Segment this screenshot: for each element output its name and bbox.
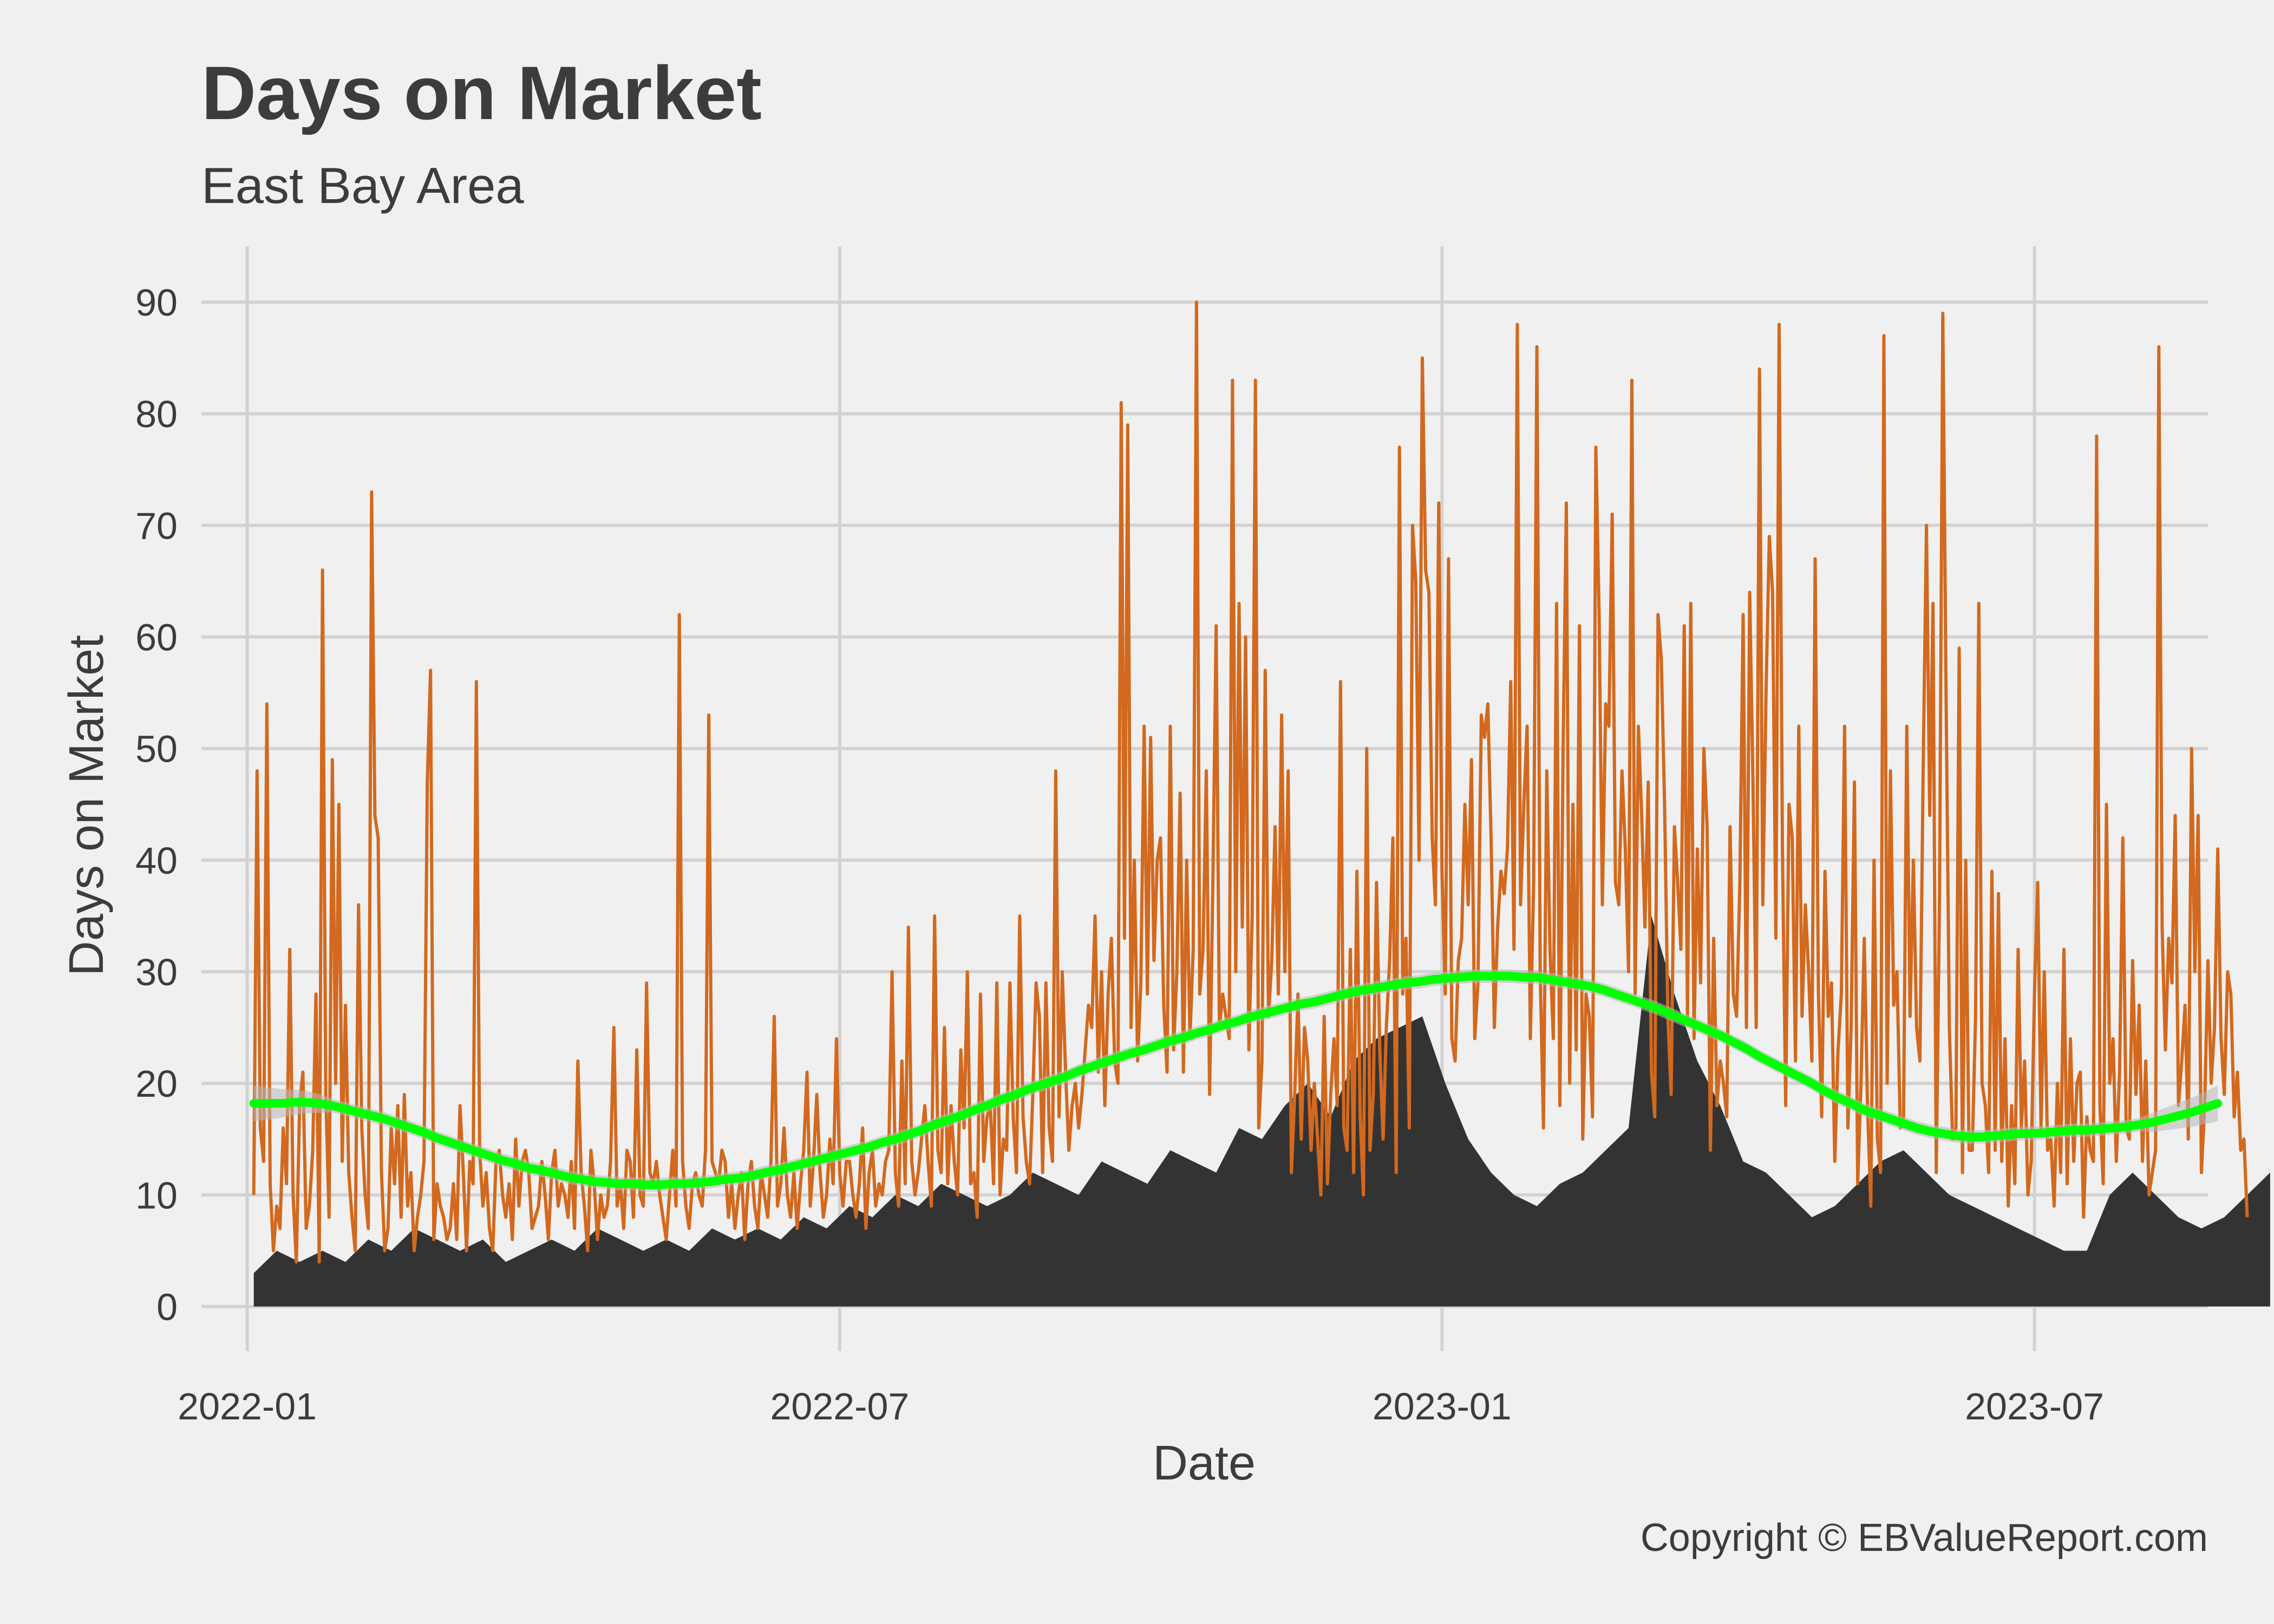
chart-title: Days on Market	[201, 50, 762, 135]
daily-line	[252, 300, 2249, 1264]
y-tick-label: 20	[135, 1063, 178, 1105]
x-tick-label: 2022-07	[770, 1385, 909, 1427]
x-tick-label: 2022-01	[178, 1385, 317, 1427]
chart-caption: Copyright © EBValueReport.com	[1641, 1516, 2208, 1560]
trend-series	[249, 969, 2223, 1192]
y-tick-label: 80	[135, 393, 178, 435]
chart-subtitle: East Bay Area	[201, 157, 524, 214]
x-axis-ticks: 2022-01 2022-07 2023-01 2023-07	[178, 1385, 2104, 1427]
y-tick-label: 10	[135, 1174, 178, 1216]
median-area-path	[253, 916, 2270, 1307]
y-tick-label: 60	[135, 617, 178, 659]
trend-line	[249, 972, 2223, 1189]
y-axis-ticks: 0 10 20 30 40 50 60 70 80 90	[135, 281, 178, 1328]
y-tick-label: 70	[135, 505, 178, 547]
y-tick-label: 30	[135, 951, 178, 993]
y-tick-label: 40	[135, 840, 178, 882]
x-axis-title: Date	[1153, 1436, 1256, 1490]
x-tick-label: 2023-01	[1373, 1385, 1512, 1427]
y-tick-label: 50	[135, 728, 178, 770]
y-tick-label: 90	[135, 281, 178, 324]
daily-series	[252, 300, 2249, 1264]
y-axis-title: Days on Market	[60, 635, 114, 976]
y-tick-label: 0	[156, 1286, 178, 1328]
x-tick-label: 2023-07	[1965, 1385, 2104, 1427]
median-area	[253, 916, 2270, 1307]
